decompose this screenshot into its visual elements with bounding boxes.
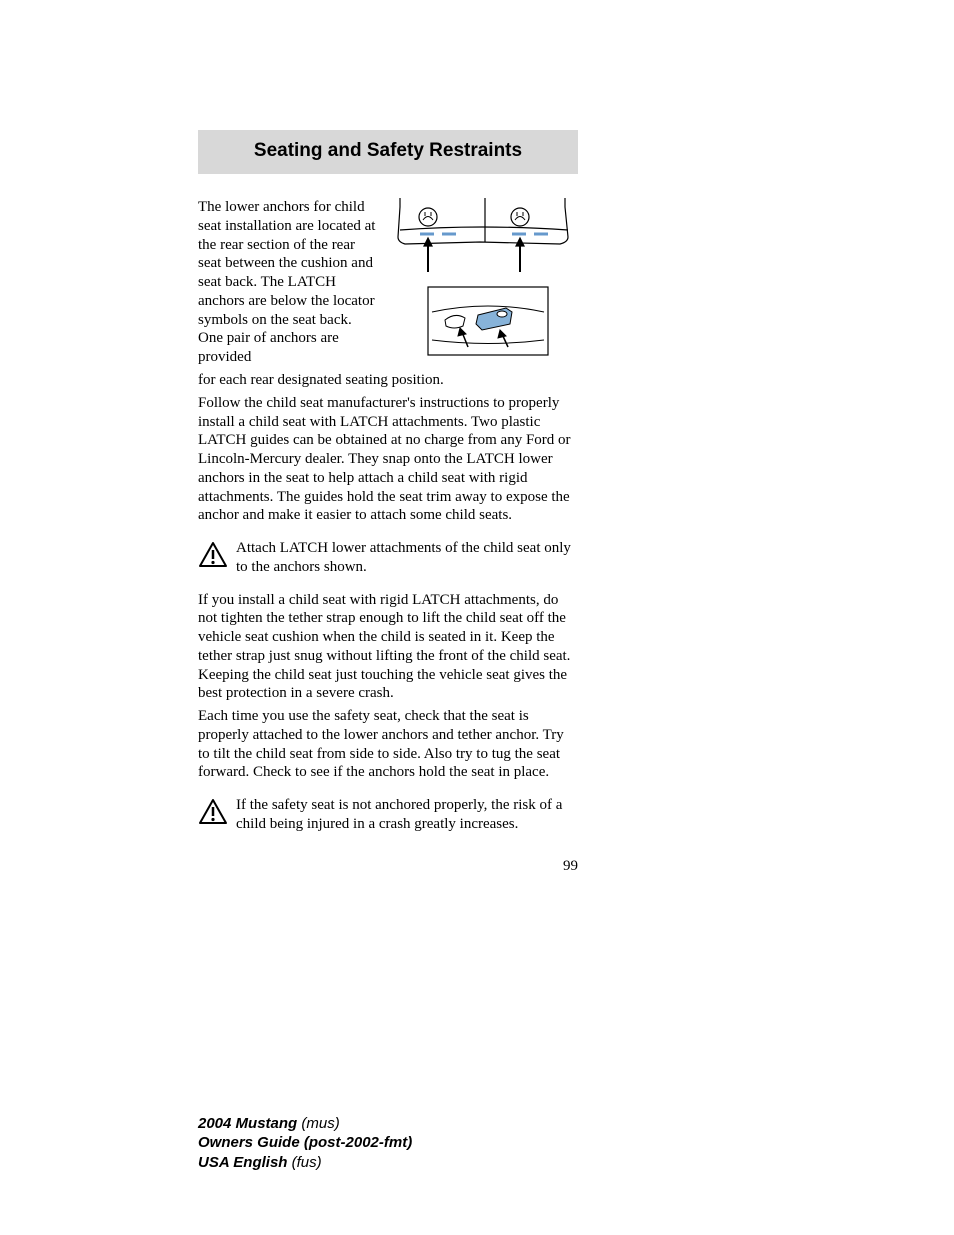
warning1-text: Attach LATCH lower attachments of the ch… <box>198 539 578 577</box>
warning-box-2: If the safety seat is not anchored prope… <box>198 796 578 834</box>
warning-box-1: Attach LATCH lower attachments of the ch… <box>198 539 578 577</box>
footer-model-code: (mus) <box>297 1115 340 1132</box>
latch-diagram <box>390 198 578 367</box>
footer-model: 2004 Mustang <box>198 1115 297 1132</box>
footer-line2: Owners Guide (post-2002-fmt) <box>198 1133 412 1153</box>
para2: Follow the child seat manufacturer's ins… <box>198 394 578 525</box>
section-title: Seating and Safety Restraints <box>198 140 578 162</box>
para4: Each time you use the safety seat, check… <box>198 707 578 782</box>
para1-continuation: for each rear designated seating positio… <box>198 371 578 390</box>
footer: 2004 Mustang (mus) Owners Guide (post-20… <box>198 1114 412 1173</box>
warning-triangle-icon <box>198 798 228 831</box>
footer-lang: USA English <box>198 1154 287 1171</box>
para1-left: The lower anchors for child seat install… <box>198 198 380 367</box>
para3: If you install a child seat with rigid L… <box>198 591 578 704</box>
warning-triangle-icon <box>198 541 228 574</box>
footer-line3: USA English (fus) <box>198 1153 412 1173</box>
footer-line1: 2004 Mustang (mus) <box>198 1114 412 1134</box>
page-number: 99 <box>198 858 578 875</box>
warning2-text: If the safety seat is not anchored prope… <box>198 796 578 834</box>
content-body: The lower anchors for child seat install… <box>198 198 578 875</box>
footer-lang-code: (fus) <box>287 1154 321 1171</box>
section-header: Seating and Safety Restraints <box>198 130 578 174</box>
